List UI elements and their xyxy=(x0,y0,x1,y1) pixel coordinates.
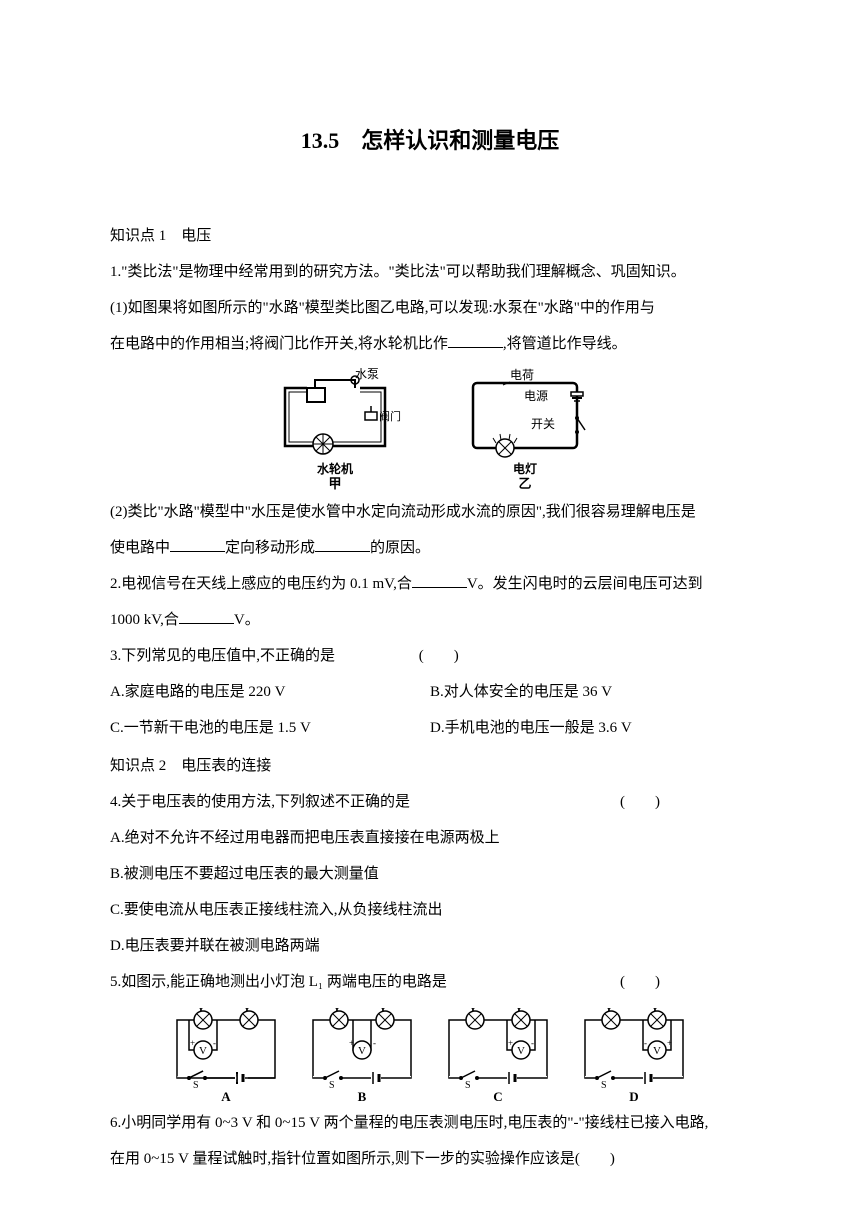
q5-paren[interactable]: ( ) xyxy=(620,964,660,1000)
label-switch: 开关 xyxy=(531,417,555,431)
caption-yi: 乙 xyxy=(518,477,531,490)
svg-text:-: - xyxy=(531,1038,534,1048)
q1-2b: 使电路中 xyxy=(110,540,170,556)
page-title: 13.5 怎样认识和测量电压 xyxy=(110,115,750,168)
circuit-a[interactable]: L₁ L₂ V +- S xyxy=(167,1006,285,1103)
q2b: V。发生闪电时的云层间电压可达到 xyxy=(467,576,703,592)
q1-2c: 定向移动形成 xyxy=(225,540,315,556)
blank-3[interactable] xyxy=(315,537,370,552)
q1-intro: 1."类比法"是物理中经常用到的研究方法。"类比法"可以帮助我们理解概念、巩固知… xyxy=(110,254,750,290)
svg-text:V: V xyxy=(517,1045,525,1057)
caption-jia: 甲 xyxy=(328,477,341,490)
svg-text:-: - xyxy=(644,1038,647,1048)
circuit-b-label: B xyxy=(358,1090,367,1103)
diagram-analogy: 水泵 阀门 水轮机 甲 电荷 xyxy=(110,368,750,490)
q4-opt-a[interactable]: A.绝对不允许不经过用电器而把电压表直接接在电源两极上 xyxy=(110,820,750,856)
circuit-c-label: C xyxy=(493,1090,502,1103)
knowledge-point-1: 知识点 1 电压 xyxy=(110,218,750,254)
q2d: V。 xyxy=(234,612,260,628)
label-wheel: 水轮机 xyxy=(317,463,353,475)
svg-text:+: + xyxy=(190,1038,195,1048)
svg-text:V: V xyxy=(199,1045,207,1057)
svg-text:+: + xyxy=(508,1038,513,1048)
q3-stem: 3.下列常见的电压值中,不正确的是 ( ) xyxy=(110,638,750,674)
blank-5[interactable] xyxy=(179,609,234,624)
q2a: 2.电视信号在天线上感应的电压约为 0.1 mV,合 xyxy=(110,576,412,592)
q5-circuits: L₁ L₂ V +- S xyxy=(110,1006,750,1103)
svg-text:-: - xyxy=(213,1038,216,1048)
q4-text: 4.关于电压表的使用方法,下列叙述不正确的是 xyxy=(110,794,410,810)
q2c: 1000 kV,合 xyxy=(110,612,179,628)
circuit-d-label: D xyxy=(629,1090,638,1103)
circuit-b[interactable]: L₁ L₂ V +- S B xyxy=(303,1006,421,1103)
q1-part1-line1: (1)如图果将如图所示的"水路"模型类比图乙电路,可以发现:水泵在"水路"中的作… xyxy=(110,290,750,326)
q2-line1: 2.电视信号在天线上感应的电压约为 0.1 mV,合 V。发生闪电时的云层间电压可… xyxy=(110,566,750,602)
q6-line2: 在用 0~15 V 量程试触时,指针位置如图所示,则下一步的实验操作应该是( ) xyxy=(110,1141,750,1177)
q3-opt-a[interactable]: A.家庭电路的电压是 220 V xyxy=(110,674,430,710)
q4-opt-b[interactable]: B.被测电压不要超过电压表的最大测量值 xyxy=(110,856,750,892)
svg-text:S: S xyxy=(465,1080,471,1088)
q3-options: A.家庭电路的电压是 220 V B.对人体安全的电压是 36 V C.一节新干… xyxy=(110,674,750,746)
label-source: 电源 xyxy=(524,389,548,403)
circuit-d[interactable]: L₁ L₂ V -+ S D xyxy=(575,1006,693,1103)
q3-text: 3.下列常见的电压值中,不正确的是 xyxy=(110,648,335,664)
svg-text:V: V xyxy=(653,1045,661,1057)
svg-text:+: + xyxy=(667,1038,672,1048)
knowledge-point-2: 知识点 2 电压表的连接 xyxy=(110,748,750,784)
q5-stem: 5.如图示,能正确地测出小灯泡 L₁ 两端电压的电路是 ( ) xyxy=(110,964,750,1000)
circuit-a-label: A xyxy=(221,1090,230,1103)
q1-part2-line2: 使电路中 定向移动形成 的原因。 xyxy=(110,530,750,566)
blank-1[interactable] xyxy=(448,333,503,348)
label-charge: 电荷 xyxy=(510,368,534,382)
q3-paren[interactable]: ( ) xyxy=(419,648,459,664)
diagram-circuit: 电荷 电源 开关 电灯 乙 xyxy=(455,368,595,490)
label-lamp: 电灯 xyxy=(513,463,537,475)
svg-text:V: V xyxy=(358,1045,366,1057)
q1-part1-line2: 在电路中的作用相当;将阀门比作开关,将水轮机比作 ,将管道比作导线。 xyxy=(110,326,750,362)
q2-line2: 1000 kV,合 V。 xyxy=(110,602,750,638)
q1-2d: 的原因。 xyxy=(370,540,430,556)
svg-text:+: + xyxy=(349,1038,354,1048)
svg-text:-: - xyxy=(373,1038,376,1048)
q3-opt-b[interactable]: B.对人体安全的电压是 36 V xyxy=(430,674,750,710)
q3-opt-d[interactable]: D.手机电池的电压一般是 3.6 V xyxy=(430,710,750,746)
blank-2[interactable] xyxy=(170,537,225,552)
q4-opt-d[interactable]: D.电压表要并联在被测电路两端 xyxy=(110,928,750,964)
q4-opt-c[interactable]: C.要使电流从电压表正接线柱流入,从负接线柱流出 xyxy=(110,892,750,928)
q6-line1: 6.小明同学用有 0~3 V 和 0~15 V 两个量程的电压表测电压时,电压表… xyxy=(110,1105,750,1141)
blank-4[interactable] xyxy=(412,573,467,588)
q1-part1-text-b: 在电路中的作用相当;将阀门比作开关,将水轮机比作 xyxy=(110,336,448,352)
diagram-water: 水泵 阀门 水轮机 甲 xyxy=(265,368,405,490)
q1-part2-line1: (2)类比"水路"模型中"水压是使水管中水定向流动形成水流的原因",我们很容易理… xyxy=(110,494,750,530)
q4-stem: 4.关于电压表的使用方法,下列叙述不正确的是 ( ) xyxy=(110,784,750,820)
circuit-c[interactable]: L₁ L₂ V +- S C xyxy=(439,1006,557,1103)
svg-text:S: S xyxy=(601,1080,607,1088)
svg-text:S: S xyxy=(193,1080,199,1088)
q1-part1-text-c: ,将管道比作导线。 xyxy=(503,336,627,352)
q5-text: 5.如图示,能正确地测出小灯泡 L₁ 两端电压的电路是 xyxy=(110,974,447,990)
q3-opt-c[interactable]: C.一节新干电池的电压是 1.5 V xyxy=(110,710,430,746)
svg-text:S: S xyxy=(329,1080,335,1088)
label-valve: 阀门 xyxy=(379,409,401,423)
q4-paren[interactable]: ( ) xyxy=(620,784,660,820)
